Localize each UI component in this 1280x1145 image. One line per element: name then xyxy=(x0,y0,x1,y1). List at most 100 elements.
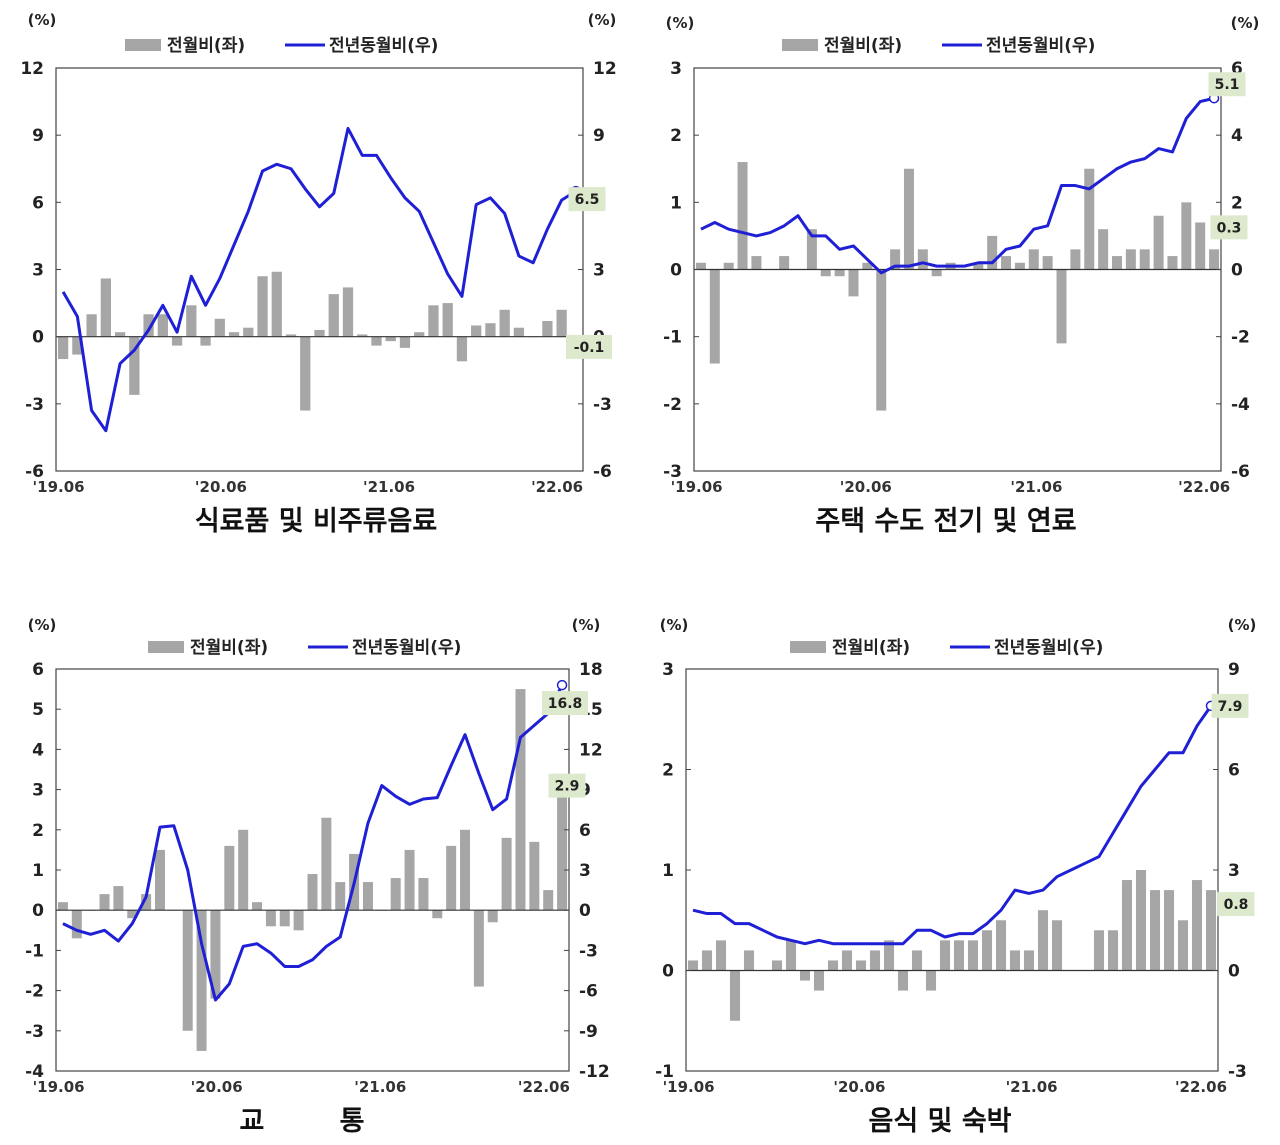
right-tick-label: 3 xyxy=(1228,861,1240,881)
mom-bar xyxy=(1163,890,1175,971)
mom-bar xyxy=(967,940,979,971)
mom-bar xyxy=(499,309,510,337)
line-last-label: 16.8 xyxy=(542,691,588,716)
x-tick-label: '19.06 xyxy=(33,1078,85,1096)
right-tick-label: 3 xyxy=(593,261,605,281)
mom-bar xyxy=(442,303,453,337)
plot-area xyxy=(55,67,584,472)
left-unit-label: (%) xyxy=(28,11,57,29)
mom-bar xyxy=(695,262,706,270)
bar-last-label-text: -0.1 xyxy=(574,340,605,356)
mom-bar xyxy=(917,249,928,270)
legend-bar-swatch xyxy=(148,641,184,653)
mom-bar xyxy=(57,902,68,911)
mom-bar xyxy=(737,162,748,270)
mom-bar xyxy=(897,970,909,991)
bar-last-label: 2.9 xyxy=(548,773,586,798)
chart-title: 교 통 xyxy=(240,1106,365,1137)
mom-bar xyxy=(862,262,873,270)
right-tick-label: -3 xyxy=(1228,1062,1247,1082)
mom-bar xyxy=(529,841,540,911)
left-tick-label: 1 xyxy=(670,193,682,213)
right-unit-label: (%) xyxy=(1231,14,1260,32)
legend-bar-label: 전월비(좌) xyxy=(167,36,245,56)
mom-bar xyxy=(542,320,553,337)
mom-bar xyxy=(820,269,831,277)
left-tick-label: -3 xyxy=(25,395,44,415)
mom-bar xyxy=(456,336,468,362)
right-unit-label: (%) xyxy=(588,11,617,29)
left-tick-label: 2 xyxy=(32,821,44,841)
mom-bar xyxy=(265,910,276,927)
mom-bar xyxy=(911,950,923,971)
line-last-label: 5.1 xyxy=(1208,72,1246,97)
left-tick-label: 0 xyxy=(32,901,44,921)
mom-bar xyxy=(987,235,998,270)
left-tick-label: -6 xyxy=(25,462,44,482)
chart-title: 음식 및 숙박 xyxy=(869,1106,1012,1137)
left-unit-label: (%) xyxy=(666,14,695,32)
mom-bar xyxy=(1209,249,1220,270)
mom-bar xyxy=(876,269,887,411)
mom-bar xyxy=(314,329,325,337)
right-tick-label: 6 xyxy=(579,821,591,841)
mom-bar xyxy=(1037,910,1049,971)
mom-bar xyxy=(342,287,354,337)
mom-bar xyxy=(827,960,839,971)
mom-bar xyxy=(1042,256,1053,270)
left-tick-label: 1 xyxy=(32,861,44,881)
right-tick-label: 6 xyxy=(1228,761,1240,781)
right-unit-label: (%) xyxy=(1228,616,1257,634)
x-tick-label: '21.06 xyxy=(354,1078,406,1096)
mom-bar xyxy=(362,882,373,911)
x-tick-label: '20.06 xyxy=(195,478,247,496)
mom-bar xyxy=(390,878,401,911)
mom-bar xyxy=(557,793,568,911)
mom-bar xyxy=(869,950,881,971)
mom-bar xyxy=(723,262,734,270)
left-tick-label: 5 xyxy=(32,700,44,720)
mom-bar xyxy=(1149,890,1161,971)
chart-panel: -6-3036912-6-3036912'19.06'20.06'21.06'2… xyxy=(20,11,616,537)
mom-bar xyxy=(883,940,895,971)
right-tick-label: -9 xyxy=(579,1022,598,1042)
x-tick-label: '21.06 xyxy=(1010,478,1062,496)
mom-bar xyxy=(460,829,470,911)
right-tick-label: 6 xyxy=(1231,59,1243,79)
mom-bar xyxy=(855,960,867,971)
x-tick-label: '21.06 xyxy=(363,478,415,496)
mom-bar xyxy=(86,314,97,337)
mom-bar xyxy=(1181,202,1192,270)
right-tick-label: 3 xyxy=(579,861,591,881)
left-tick-label: 2 xyxy=(670,126,682,146)
legend: 전월비(좌) 전년동월비(우) xyxy=(790,638,1103,658)
left-tick-label: 3 xyxy=(662,660,674,680)
chart-panel: -3 -2 -1 0 1 2 3 -6 -4 -2 0 2 4 6 '19.06 '20.06 '21.06 '2… xyxy=(663,14,1259,537)
mom-bar xyxy=(72,336,83,355)
mom-bar xyxy=(799,970,811,981)
line-last-label: 7.9 xyxy=(1211,693,1249,718)
right-tick-label: -6 xyxy=(1231,462,1250,482)
x-tick-label: '22.06 xyxy=(518,1078,570,1096)
mom-bar xyxy=(182,910,193,1031)
left-tick-label: 9 xyxy=(32,126,44,146)
bar-last-label-bg xyxy=(566,334,612,359)
mom-bar xyxy=(513,327,525,337)
mom-bar xyxy=(196,910,207,1051)
x-tick-label: '20.06 xyxy=(833,1078,885,1096)
left-unit-label: (%) xyxy=(660,616,689,634)
right-tick-label: -2 xyxy=(1231,328,1250,348)
mom-bar xyxy=(224,845,235,911)
mom-bar xyxy=(1001,256,1012,270)
mom-bar xyxy=(925,970,937,991)
x-tick-label: '21.06 xyxy=(1006,1078,1058,1096)
mom-bar xyxy=(1177,920,1189,971)
mom-bar xyxy=(995,920,1007,971)
mom-bar xyxy=(228,332,240,337)
mom-bar xyxy=(973,262,984,270)
mom-bar xyxy=(981,930,993,971)
bar-last-label-bg xyxy=(548,773,586,798)
line-last-label-bg xyxy=(568,187,606,212)
line-last-label-text: 7.9 xyxy=(1218,699,1243,715)
line-last-label-text: 6.5 xyxy=(575,192,600,208)
